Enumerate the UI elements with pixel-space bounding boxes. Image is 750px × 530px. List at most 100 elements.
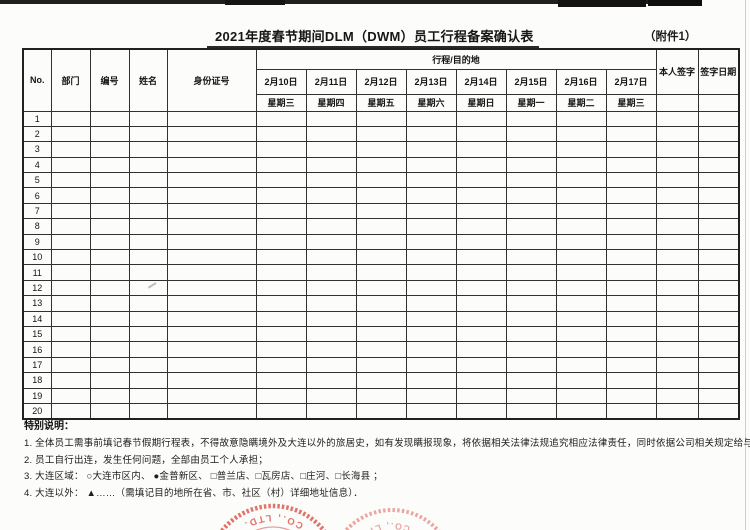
table-cell [89,402,130,420]
table-cell [605,279,657,297]
col-header-emp-id: 编号 [89,48,130,112]
table-cell [255,310,307,327]
table-cell [697,279,740,297]
table-cell [255,141,307,158]
table-cell [697,295,740,312]
sign-date-subcell [697,93,740,112]
table-cell [655,264,699,281]
table-row: 12 [22,279,740,297]
table-cell [255,156,307,174]
table-cell [697,356,740,374]
table-row: 14 [22,310,740,327]
table-cell [355,295,407,312]
table-cell [305,141,357,158]
table-cell [405,187,457,204]
table-cell [505,233,557,251]
note-item: 2. 员工自行出连，发生任何问题，全部由员工个人承担； [24,454,268,466]
note-item: 3. 大连区域： ○大连市区内、 ●金普新区、 □普兰店、□瓦房店、□庄河、□长… [24,471,383,482]
table-cell [555,341,607,358]
table-cell [89,279,130,297]
table-cell [455,110,507,127]
weekday-header: 星期三 [605,93,657,112]
table-cell [255,172,307,189]
col-header-signature: 本人签字 [655,48,699,95]
table-cell [697,310,740,327]
table-cell [605,156,657,174]
table-cell [50,233,91,251]
row-number: 11 [22,264,52,281]
table-cell [128,218,168,235]
table-cell [455,202,507,220]
table-cell [355,325,407,343]
table-body: 1 2 3 4 5 6 7 8 9 10 11 12 13 14 15 16 17 18 19 20 [22,110,740,420]
table-cell [50,218,91,235]
table-cell [355,233,407,251]
company-seal-left: CO., LTD. [219,503,327,530]
table-cell [405,356,457,374]
table-cell [50,141,91,158]
table-row: 1 [22,110,740,127]
table-cell [697,341,740,358]
seal-text: CO., LTD. [241,512,303,530]
table-cell [405,402,457,420]
table-cell [655,279,699,297]
table-cell [505,279,557,297]
table-cell [89,341,130,358]
table-cell [555,141,607,158]
table-cell [89,233,130,251]
table-cell [128,387,168,404]
table-cell [89,264,130,281]
date-header: 2月10日 [255,68,307,95]
table-cell [455,356,507,374]
col-header-dept: 部门 [50,48,91,112]
table-cell [505,218,557,235]
svg-text:CO., LTD.: CO., LTD. [241,512,306,530]
table-cell [255,187,307,204]
row-number: 6 [22,187,52,204]
table-cell [50,110,91,127]
row-number: 19 [22,387,52,404]
table-cell [605,233,657,251]
row-number: 16 [22,341,52,358]
table-row: 8 [22,218,740,235]
table-cell [405,202,457,220]
table-cell [605,310,657,327]
table-cell [355,372,407,389]
table-cell [89,310,130,327]
table-cell [655,141,699,158]
table-row: 17 [22,356,740,374]
table-cell [605,218,657,235]
table-cell [89,372,130,389]
table-row: 5 [22,172,740,189]
table-cell [605,356,657,374]
table-cell [166,264,257,281]
table-cell [355,125,407,143]
table-cell [697,187,740,204]
table-cell [655,295,699,312]
table-cell [405,387,457,404]
table-cell [128,325,168,343]
table-cell [355,249,407,266]
table-cell [405,310,457,327]
table-cell [697,249,740,266]
table-cell [505,110,557,127]
weekday-header: 星期一 [505,93,557,112]
col-header-no: No. [22,48,52,112]
table-cell [50,402,91,420]
scan-artifact-bar [225,0,285,5]
table-cell [305,249,357,266]
table-cell [89,141,130,158]
table-cell [655,125,699,143]
itinerary-table: No. 部门 编号 姓名 身份证号 行程/目的地 本人签字 签字日期 2月10日… [22,48,741,420]
table-cell [89,156,130,174]
table-cell [555,187,607,204]
scan-artifact-bar [0,0,648,4]
table-cell [166,356,257,374]
date-header: 2月16日 [555,68,607,95]
table-cell [89,295,130,312]
table-cell [255,387,307,404]
table-cell [655,172,699,189]
table-cell [355,110,407,127]
table-cell [605,110,657,127]
table-cell [697,325,740,343]
